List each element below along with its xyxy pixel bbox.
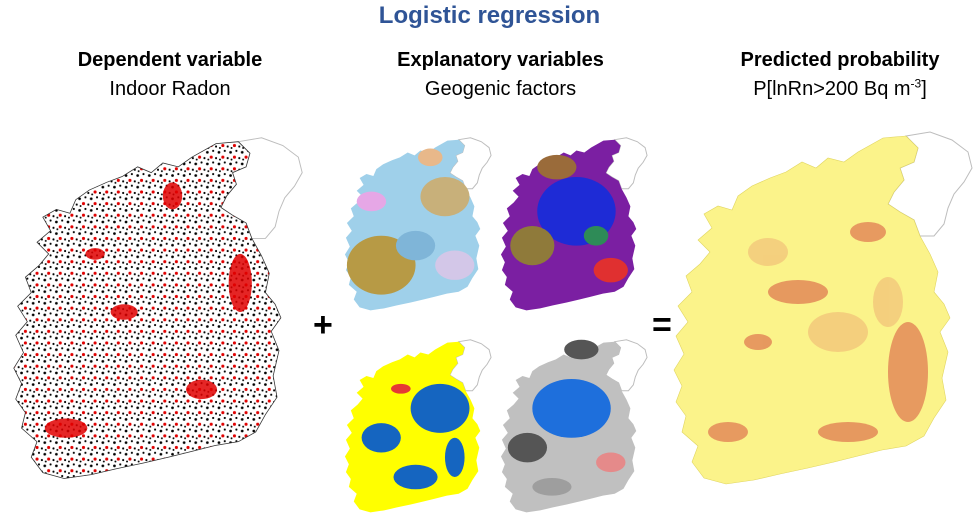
- predicted-probability-heading: Predicted probability: [740, 49, 940, 71]
- indoor-radon-map: [13, 137, 303, 479]
- explanatory-variables-heading: Explanatory variables: [397, 49, 604, 71]
- predicted-probability-subheading: P[lnRn>200 Bq m-3]: [753, 76, 927, 100]
- dependent-variable-heading-block: Dependent variable Indoor Radon: [40, 46, 300, 104]
- explanatory-variables-subheading: Geogenic factors: [424, 78, 577, 100]
- geogenic-map-quaternary: [500, 339, 648, 513]
- equals-operator: =: [652, 306, 672, 344]
- explanatory-variables-heading-block: Explanatory variables Geogenic factors: [358, 46, 643, 104]
- predicted-probability-map: [673, 131, 973, 485]
- predicted-probability-heading-block: Predicted probability P[lnRn>200 Bq m-3]: [710, 46, 970, 104]
- dependent-variable-subheading: Indoor Radon: [109, 78, 231, 100]
- geogenic-map-permeability: [344, 339, 492, 513]
- geogenic-map-bedrock-pastel: [344, 137, 492, 311]
- plus-operator: +: [313, 306, 333, 344]
- dependent-variable-heading: Dependent variable: [77, 49, 263, 71]
- figure-title: Logistic regression: [378, 2, 601, 29]
- geogenic-map-bedrock-vivid: [500, 137, 648, 311]
